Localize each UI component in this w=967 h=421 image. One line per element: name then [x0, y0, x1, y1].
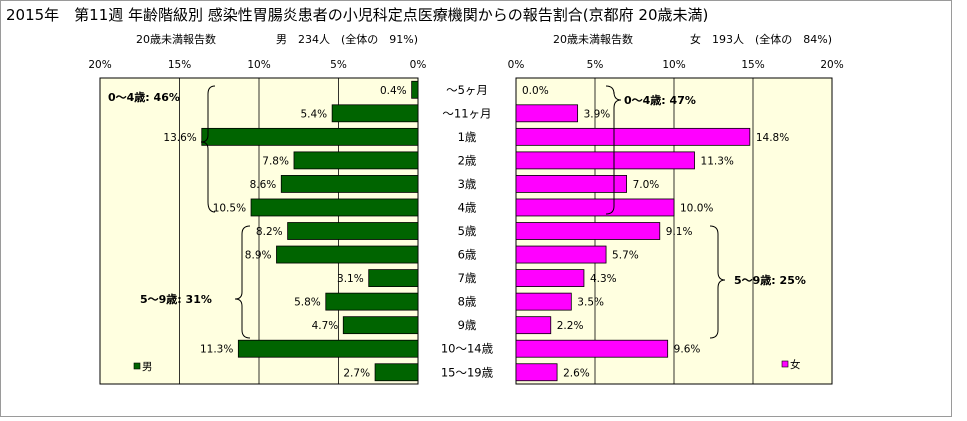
male-tick-label: 0% [410, 59, 427, 71]
female-bar [515, 339, 669, 358]
male-bar [280, 175, 419, 193]
male-value-label: 10.5% [213, 202, 246, 214]
male-bar [342, 316, 419, 335]
male-bar [325, 292, 419, 311]
age-category-label: 6歳 [458, 248, 477, 262]
male-legend-swatch [133, 362, 141, 370]
male-tick-label: 15% [168, 59, 191, 71]
female-subtitle-total: 女 193人 (全体の 84%) [690, 32, 832, 46]
female-bar [515, 269, 585, 287]
female-bar [515, 127, 751, 146]
male-bracket-5-9 [234, 225, 251, 339]
female-bar [515, 175, 627, 193]
male-value-label: 13.6% [163, 132, 196, 144]
male-bracket-0-4 [200, 85, 216, 213]
male-tick-label: 20% [88, 59, 111, 71]
male-bar [201, 127, 419, 146]
female-value-label: 7.0% [633, 179, 660, 191]
male-value-label: 3.1% [337, 273, 364, 285]
age-category-label: ～5ヶ月 [446, 83, 488, 97]
female-bar [515, 151, 695, 170]
age-category-label: 10～14歳 [441, 342, 494, 356]
female-value-label: 9.6% [674, 344, 701, 356]
male-value-label: 7.8% [262, 155, 289, 167]
age-category-label: 15～19歳 [441, 365, 494, 379]
female-value-label: 2.6% [563, 367, 590, 379]
age-category-label: 8歳 [458, 295, 477, 309]
female-subtitle-count-label: 20歳未満報告数 [553, 33, 633, 46]
male-legend-label: 男 [142, 361, 153, 373]
male-tick-label: 5% [330, 59, 347, 71]
male-value-label: 5.8% [294, 297, 321, 309]
female-value-label: 2.2% [557, 320, 584, 332]
female-value-label: 3.9% [584, 108, 611, 120]
age-category-label: 5歳 [458, 224, 477, 238]
age-category-label: 2歳 [458, 153, 477, 167]
male-bar [411, 80, 419, 99]
male-value-label: 8.2% [256, 226, 283, 238]
male-value-label: 8.6% [250, 179, 277, 191]
female-bar [515, 104, 579, 123]
age-category-label: 7歳 [458, 271, 477, 285]
male-value-label: 5.4% [300, 108, 327, 120]
male-bar [276, 245, 419, 264]
female-value-label: 10.0% [680, 202, 713, 214]
age-category-label: 9歳 [458, 318, 477, 332]
male-value-label: 11.3% [200, 344, 233, 356]
female-tick-label: 5% [587, 59, 604, 71]
age-category-label: 3歳 [458, 177, 477, 191]
male-annotation-5-9: 5～9歳: 31% [140, 292, 212, 306]
female-bar [515, 222, 661, 240]
female-bar [515, 316, 552, 335]
female-bar [515, 198, 675, 217]
female-annotation-0-4: 0～4歳: 47% [624, 93, 696, 107]
female-tick-label: 20% [820, 59, 843, 71]
male-subtitle-count-label: 20歳未満報告数 [136, 33, 216, 46]
female-value-label: 9.1% [666, 226, 693, 238]
male-bar [331, 104, 419, 123]
female-legend-swatch [781, 360, 789, 368]
female-value-label: 4.3% [590, 273, 617, 285]
age-category-label: 4歳 [458, 200, 477, 214]
male-tick-label: 10% [247, 59, 270, 71]
male-bar [293, 151, 419, 170]
female-tick-label: 10% [662, 59, 685, 71]
female-legend-label: 女 [790, 358, 801, 371]
female-bracket-5-9 [709, 225, 726, 339]
female-value-label: 11.3% [701, 155, 734, 167]
female-bracket-0-4 [605, 85, 622, 215]
age-category-label: 1歳 [458, 130, 477, 144]
male-bar [287, 222, 419, 240]
female-tick-label: 15% [741, 59, 764, 71]
female-value-label: 3.5% [577, 297, 604, 309]
age-category-label: ～11ヶ月 [442, 106, 491, 120]
male-value-label: 0.4% [380, 85, 407, 97]
male-value-label: 8.9% [245, 250, 272, 262]
female-bar [515, 363, 558, 382]
male-value-label: 2.7% [343, 367, 370, 379]
female-annotation-5-9: 5～9歳: 25% [734, 273, 806, 287]
female-value-label: 5.7% [612, 250, 639, 262]
male-value-label: 4.7% [312, 320, 339, 332]
male-bar [374, 363, 419, 382]
male-subtitle-total: 男 234人 (全体の 91%) [276, 32, 418, 46]
female-bar [515, 292, 572, 311]
chart-title: 2015年 第11週 年齢階級別 感染性胃腸炎患者の小児科定点医療機関からの報告… [6, 6, 708, 24]
male-bar [368, 269, 419, 287]
female-bar [515, 245, 607, 264]
female-value-label: 0.0% [522, 85, 549, 97]
male-bar [250, 198, 419, 217]
male-bar [237, 339, 419, 358]
male-annotation-0-4: 0～4歳: 46% [108, 90, 180, 104]
female-value-label: 14.8% [756, 132, 789, 144]
female-tick-label: 0% [508, 59, 525, 71]
